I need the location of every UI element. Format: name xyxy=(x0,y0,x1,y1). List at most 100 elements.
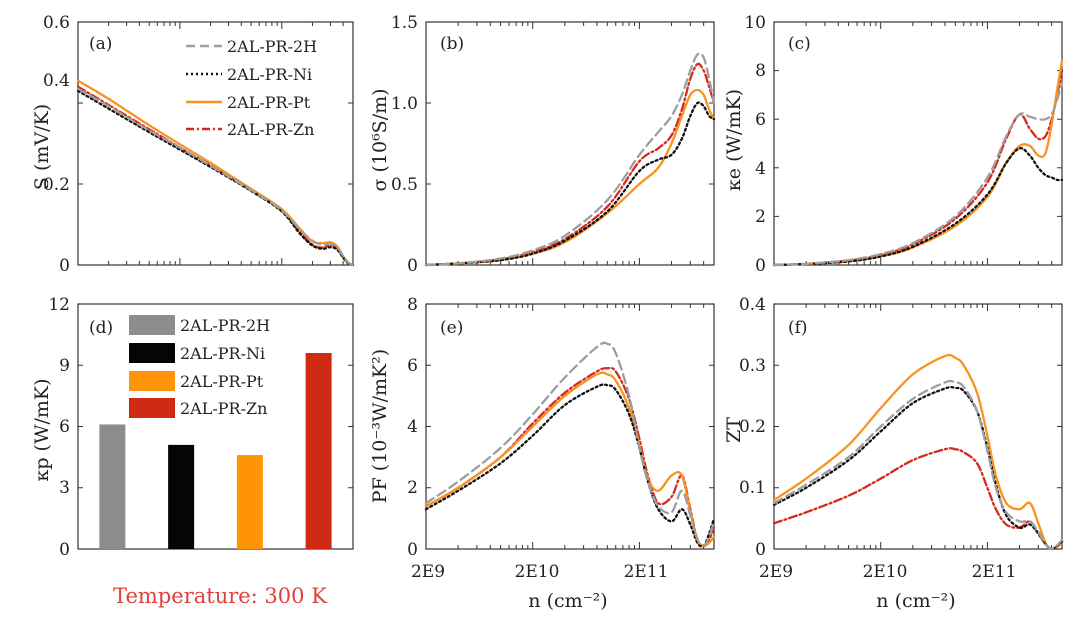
bar-2al-pr-ni xyxy=(168,444,195,549)
axes-frame-b xyxy=(425,21,715,266)
legend-item-2h: 2AL-PR-2H xyxy=(227,37,317,56)
bar-2al-pr-zn xyxy=(305,353,332,549)
series-line-2al-pr-ni xyxy=(76,89,355,267)
y-tick-c: 10 xyxy=(744,13,766,33)
x-tick-f: 2E11 xyxy=(972,562,1017,582)
legend-item-2h: 2AL-PR-2H xyxy=(180,316,270,335)
y-tick-a: 0.6 xyxy=(43,13,70,33)
x-tick-f: 2E9 xyxy=(759,562,793,582)
panel-e-power-factor: (e) PF (10⁻³W/mK²) 8 6 4 2 0 2E9 2E10 2E… xyxy=(369,295,716,612)
panel-d-phonon-thermal: (d) κp (W/mK) 12 9 6 3 0 2AL-PR-2H 2AL-P… xyxy=(31,295,354,608)
series-line-2al-pr-ni xyxy=(424,101,716,267)
y-tick-d: 3 xyxy=(59,478,70,498)
y-axis-label-d: κp (W/mK) xyxy=(31,378,53,481)
series-line-2al-pr-zn xyxy=(424,366,716,548)
bar-2al-pr-2h xyxy=(99,424,126,549)
x-tick-f: 2E10 xyxy=(863,562,908,582)
y-tick-f: 0 xyxy=(755,540,766,560)
y-tick-e: 8 xyxy=(407,295,418,315)
y-tick-d: 6 xyxy=(59,417,70,437)
series-line-2al-pr-pt xyxy=(76,79,355,267)
y-tick-e: 2 xyxy=(407,478,418,498)
y-tick-b: 1.5 xyxy=(391,13,418,33)
y-axis-label-f: ZT xyxy=(723,417,745,443)
series-line-2al-pr-2h xyxy=(772,81,1064,267)
y-tick-d: 9 xyxy=(59,356,70,376)
legend-d: 2AL-PR-2H 2AL-PR-Ni 2AL-PR-Pt 2AL-PR-Zn xyxy=(129,315,270,418)
series-line-2al-pr-2h xyxy=(772,379,1064,551)
axes-frame-a xyxy=(77,21,354,266)
panel-label-a: (a) xyxy=(89,34,112,54)
y-tick-e: 4 xyxy=(407,417,418,437)
y-tick-e: 6 xyxy=(407,356,418,376)
y-tick-b: 0.5 xyxy=(391,175,418,195)
legend-item-ni: 2AL-PR-Ni xyxy=(180,344,265,363)
y-tick-a: 0.2 xyxy=(43,175,70,195)
series-line-2al-pr-ni xyxy=(772,147,1064,267)
axes-frame-e xyxy=(425,303,715,550)
series-line-2al-pr-zn xyxy=(772,69,1064,267)
legend-item-pt: 2AL-PR-Pt xyxy=(227,93,311,112)
panel-label-b: (b) xyxy=(440,34,464,54)
y-tick-d: 0 xyxy=(59,540,70,560)
panel-a-seebeck: (a) S (mV/K) 0.6 0.4 0.2 0 2AL-PR-2H 2AL… xyxy=(31,13,355,276)
y-tick-f: 0.2 xyxy=(739,417,766,437)
y-tick-e: 0 xyxy=(407,540,418,560)
panel-label-e: (e) xyxy=(440,318,463,338)
legend-a: 2AL-PR-2H 2AL-PR-Ni 2AL-PR-Pt 2AL-PR-Zn xyxy=(186,37,317,139)
x-tick-e: 2E11 xyxy=(624,562,669,582)
y-axis-label-a: S (mV/K) xyxy=(31,104,53,190)
plot-area-b xyxy=(424,21,716,267)
panel-c-electronic-thermal: (c) κe (W/mK) 10 8 6 4 2 0 xyxy=(723,13,1064,276)
plot-area-f xyxy=(772,303,1064,551)
y-tick-f: 0.3 xyxy=(739,356,766,376)
series-line-2al-pr-ni xyxy=(424,383,716,548)
series-line-2al-pr-2h xyxy=(424,52,716,267)
series-line-2al-pr-2h xyxy=(424,341,716,548)
legend-swatch-ni xyxy=(129,343,175,363)
x-axis-label-e: n (cm⁻²) xyxy=(528,590,607,612)
series-line-2al-pr-zn xyxy=(772,447,1064,551)
plot-area-e xyxy=(424,303,716,550)
legend-swatch-2h xyxy=(129,315,175,335)
series-line-2al-pr-pt xyxy=(772,59,1064,267)
plot-area-a xyxy=(76,21,355,267)
series-line-2al-pr-2h xyxy=(76,87,355,267)
temperature-note: Temperature: 300 K xyxy=(113,584,327,608)
y-tick-f: 0.4 xyxy=(739,295,766,315)
y-tick-d: 12 xyxy=(48,295,70,315)
series-line-2al-pr-zn xyxy=(424,62,716,267)
bar-2al-pr-pt xyxy=(236,455,263,549)
x-tick-e: 2E10 xyxy=(515,562,560,582)
series-line-2al-pr-ni xyxy=(772,385,1064,551)
panel-label-c: (c) xyxy=(788,34,811,54)
y-tick-c: 2 xyxy=(755,207,766,227)
panel-label-f: (f) xyxy=(788,318,808,338)
legend-swatch-zn xyxy=(129,398,175,418)
y-tick-c: 0 xyxy=(755,256,766,276)
plot-area-d xyxy=(77,303,354,550)
plot-area-c xyxy=(772,21,1064,267)
legend-item-ni: 2AL-PR-Ni xyxy=(227,65,312,84)
legend-swatch-pt xyxy=(129,371,175,391)
y-tick-b: 0 xyxy=(407,256,418,276)
y-tick-b: 1.0 xyxy=(391,94,418,114)
x-tick-e: 2E9 xyxy=(411,562,445,582)
panel-f-zt: (f) ZT 0.4 0.3 0.2 0.1 0 2E9 2E10 2E11 n… xyxy=(723,295,1064,612)
axes-frame-c xyxy=(773,21,1063,266)
y-tick-c: 6 xyxy=(755,110,766,130)
y-axis-label-e: PF (10⁻³W/mK²) xyxy=(369,349,391,503)
panel-b-conductivity: (b) σ (10⁶S/m) 1.5 1.0 0.5 0 xyxy=(369,13,716,276)
x-axis-label-f: n (cm⁻²) xyxy=(876,590,955,612)
y-tick-a: 0.4 xyxy=(43,71,70,91)
series-line-2al-pr-pt xyxy=(424,371,716,548)
legend-item-pt: 2AL-PR-Pt xyxy=(180,372,264,391)
y-tick-c: 4 xyxy=(755,159,766,179)
legend-item-zn: 2AL-PR-Zn xyxy=(227,120,314,139)
y-tick-f: 0.1 xyxy=(739,478,766,498)
y-axis-label-b: σ (10⁶S/m) xyxy=(369,88,391,191)
y-tick-a: 0 xyxy=(59,256,70,276)
series-line-2al-pr-zn xyxy=(76,85,355,267)
axes-frame-f xyxy=(773,303,1063,550)
